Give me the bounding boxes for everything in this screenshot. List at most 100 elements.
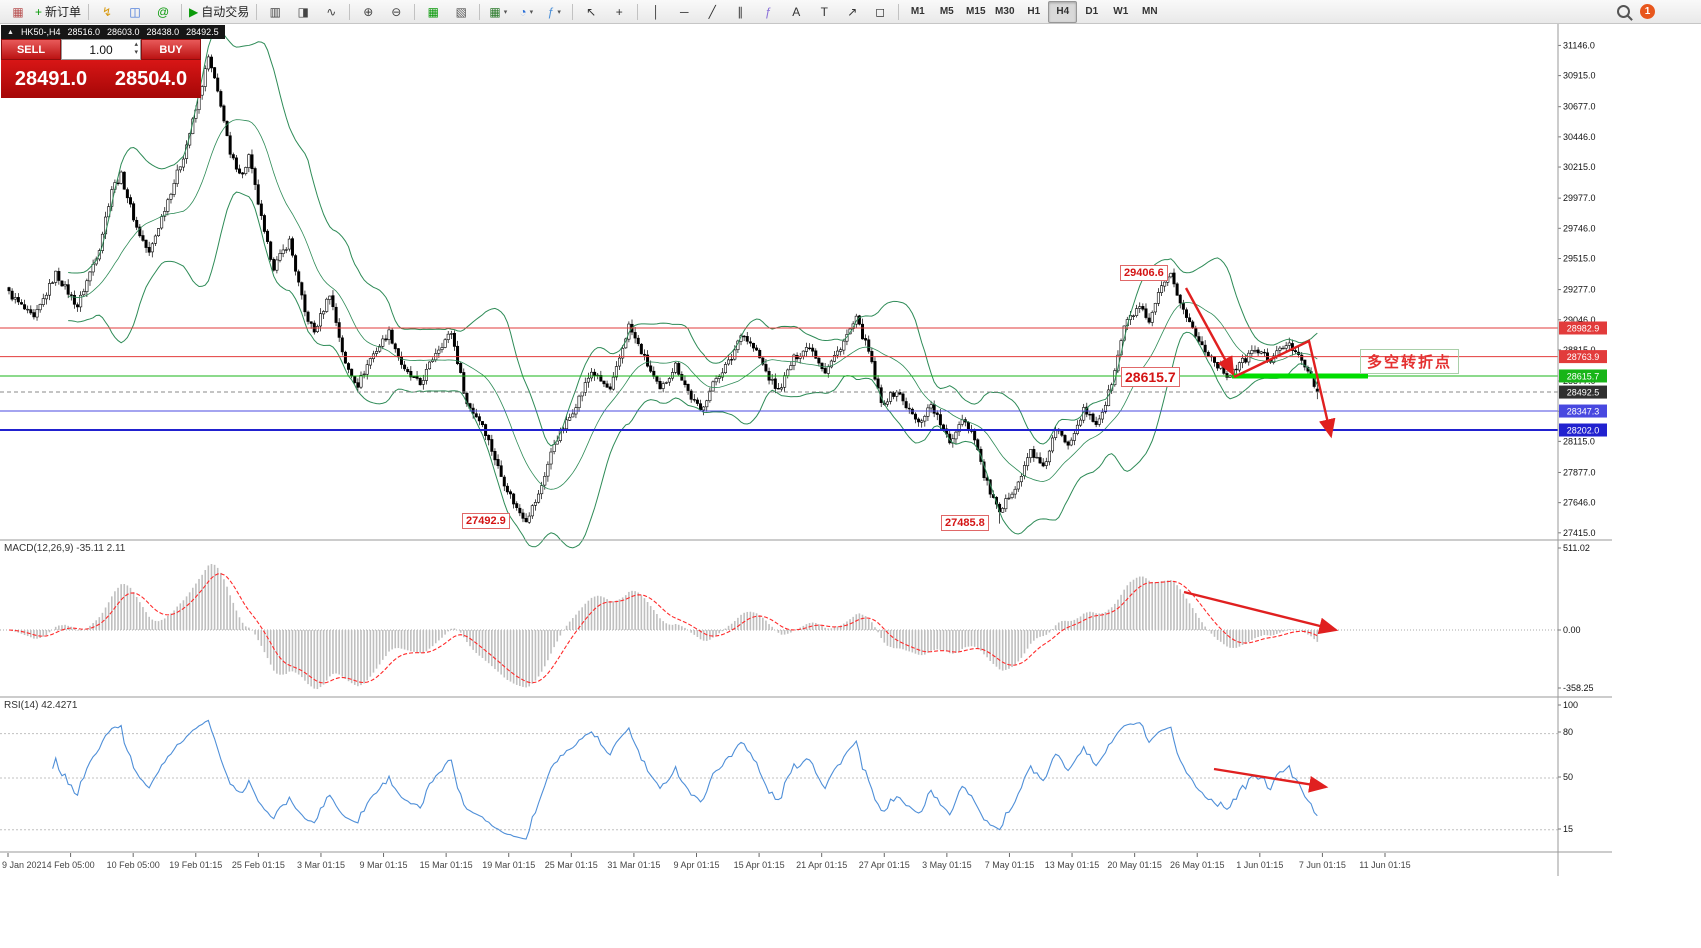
new-chart-icon: ▦ — [489, 4, 501, 19]
sell-button[interactable]: SELL — [1, 39, 61, 60]
svg-text:4 Feb 05:00: 4 Feb 05:00 — [47, 860, 95, 870]
zoom-in-button[interactable]: ⊕ — [354, 1, 382, 23]
toolbar-separator — [637, 3, 639, 20]
svg-text:25 Feb 01:15: 25 Feb 01:15 — [232, 860, 285, 870]
notifications-badge[interactable]: 1 — [1640, 4, 1655, 19]
timeframe-m15-button[interactable]: M15 — [966, 6, 986, 17]
channel-button[interactable]: ∥ — [726, 1, 754, 23]
fibonacci-button[interactable]: ƒ — [754, 1, 782, 23]
volume-spinner: ▴ ▾ — [134, 41, 138, 57]
indicators-icon: ƒ — [547, 4, 555, 19]
svg-text:30446.0: 30446.0 — [1563, 132, 1596, 142]
cascade-windows-button[interactable]: ▧ — [447, 1, 475, 23]
price-annotation-29406.6[interactable]: 29406.6 — [1120, 265, 1168, 281]
refresh-button[interactable]: ◔ ▾ — [512, 1, 540, 23]
trendline-icon: ╱ — [708, 4, 716, 19]
volume-down-arrow-icon[interactable]: ▾ — [134, 49, 138, 56]
autotrading-button[interactable]: ▶ 自动交易 — [186, 1, 252, 23]
svg-text:27646.0: 27646.0 — [1563, 498, 1596, 508]
svg-text:15: 15 — [1563, 824, 1573, 834]
svg-text:7 Jun 01:15: 7 Jun 01:15 — [1299, 860, 1346, 870]
volume-stepper[interactable]: 1.00 ▴ ▾ — [61, 39, 141, 60]
profiles-button[interactable]: ◫ — [121, 1, 149, 23]
timeframe-d1-button[interactable]: D1 — [1085, 6, 1099, 17]
crosshair-button[interactable]: + — [605, 1, 633, 23]
arrow-tool-button[interactable]: ↗ — [838, 1, 866, 23]
svg-text:28115.0: 28115.0 — [1563, 436, 1595, 446]
svg-text:20 May 01:15: 20 May 01:15 — [1107, 860, 1162, 870]
candles-chart-icon: ◨ — [297, 4, 309, 19]
new-chart-icon: ▦ — [12, 4, 24, 19]
timeframe-h4-button[interactable]: H4 — [1048, 0, 1078, 23]
timeframe-w1-button[interactable]: W1 — [1113, 6, 1129, 17]
open-value: 28516.0 — [67, 27, 100, 37]
timeframe-m5-button[interactable]: M5 — [939, 6, 954, 17]
new-chart-dropdown[interactable]: ▦ ▾ — [484, 1, 512, 23]
refresh-icon: ◔ — [519, 4, 527, 19]
svg-text:25 Mar 01:15: 25 Mar 01:15 — [545, 860, 598, 870]
alerts-button[interactable]: ↯ — [93, 1, 121, 23]
buy-button[interactable]: BUY — [141, 39, 201, 60]
zoom-out-button[interactable]: ⊖ — [382, 1, 410, 23]
bars-chart-icon: ▥ — [269, 4, 281, 19]
macd-label: MACD(12,26,9) -35.11 2.11 — [4, 543, 126, 554]
line-chart-button[interactable]: ∿ — [317, 1, 345, 23]
volume-value[interactable]: 1.00 — [89, 42, 113, 57]
toolbar-separator — [88, 3, 90, 20]
timeframe-m1-button[interactable]: M1 — [910, 6, 925, 17]
one-click-expand-arrow-icon[interactable]: ▲ — [7, 28, 14, 36]
svg-text:30915.0: 30915.0 — [1563, 71, 1596, 81]
bars-chart-button[interactable]: ▥ — [261, 1, 289, 23]
new-chart-button[interactable]: ▦ — [4, 1, 32, 23]
candles-chart-button[interactable]: ◨ — [289, 1, 317, 23]
svg-text:1 Jun 01:15: 1 Jun 01:15 — [1236, 860, 1283, 870]
svg-text:27415.0: 27415.0 — [1563, 528, 1596, 538]
price-annotation-27492.9[interactable]: 27492.9 — [462, 513, 510, 529]
search-icon[interactable] — [1617, 5, 1630, 18]
trendline-button[interactable]: ╱ — [698, 1, 726, 23]
community-button[interactable]: @ — [149, 1, 177, 23]
svg-text:27877.0: 27877.0 — [1563, 467, 1596, 477]
cursor-button[interactable]: ↖ — [577, 1, 605, 23]
fibonacci-icon: ƒ — [764, 4, 772, 19]
label-button[interactable]: T — [810, 1, 838, 23]
horizontal-line-button[interactable]: ─ — [670, 1, 698, 23]
svg-text:11 Jun 01:15: 11 Jun 01:15 — [1359, 860, 1410, 870]
volume-up-arrow-icon[interactable]: ▴ — [134, 41, 138, 48]
new-order-button[interactable]: + 新订单 — [32, 1, 84, 23]
buy-price[interactable]: 28504.0 — [114, 67, 188, 90]
price-annotation-28615.7[interactable]: 28615.7 — [1121, 367, 1180, 387]
svg-text:100: 100 — [1563, 700, 1578, 710]
autotrading-button-label: 自动交易 — [201, 5, 250, 19]
svg-text:29046.0: 29046.0 — [1563, 315, 1596, 325]
text-button[interactable]: A — [782, 1, 810, 23]
timeframe-m30-button[interactable]: M30 — [995, 6, 1015, 17]
vertical-line-button[interactable]: │ — [642, 1, 670, 23]
alerts-icon: ↯ — [102, 4, 113, 19]
svg-text:28763.9: 28763.9 — [1567, 352, 1600, 362]
price-annotation-27485.8[interactable]: 27485.8 — [941, 515, 989, 531]
svg-text:3 Mar 01:15: 3 Mar 01:15 — [297, 860, 345, 870]
turning-point-note[interactable]: 多空转折点 — [1360, 349, 1460, 374]
svg-text:7 May 01:15: 7 May 01:15 — [985, 860, 1035, 870]
tile-windows-button[interactable]: ▦ — [419, 1, 447, 23]
svg-text:27 Apr 01:15: 27 Apr 01:15 — [859, 860, 910, 870]
svg-text:31146.0: 31146.0 — [1563, 40, 1595, 50]
chart-info-bar: ▲ HK50-,H4 28516.0 28603.0 28438.0 28492… — [1, 25, 225, 39]
community-icon: @ — [156, 4, 170, 19]
svg-text:19 Mar 01:15: 19 Mar 01:15 — [482, 860, 535, 870]
indicators-dropdown[interactable]: ƒ ▾ — [540, 1, 568, 23]
toolbar-separator — [898, 3, 900, 20]
shapes-button[interactable]: ◻ — [866, 1, 894, 23]
svg-text:29977.0: 29977.0 — [1563, 193, 1596, 203]
sell-price[interactable]: 28491.0 — [14, 67, 88, 90]
svg-text:30215.0: 30215.0 — [1563, 162, 1596, 172]
low-value: 28438.0 — [146, 27, 180, 37]
toolbar-separator — [572, 3, 574, 20]
timeframe-h1-button[interactable]: H1 — [1027, 6, 1041, 17]
toolbar-separator — [414, 3, 416, 20]
timeframe-mn-button[interactable]: MN — [1142, 6, 1158, 17]
toolbar-right: 1 — [1617, 4, 1697, 19]
